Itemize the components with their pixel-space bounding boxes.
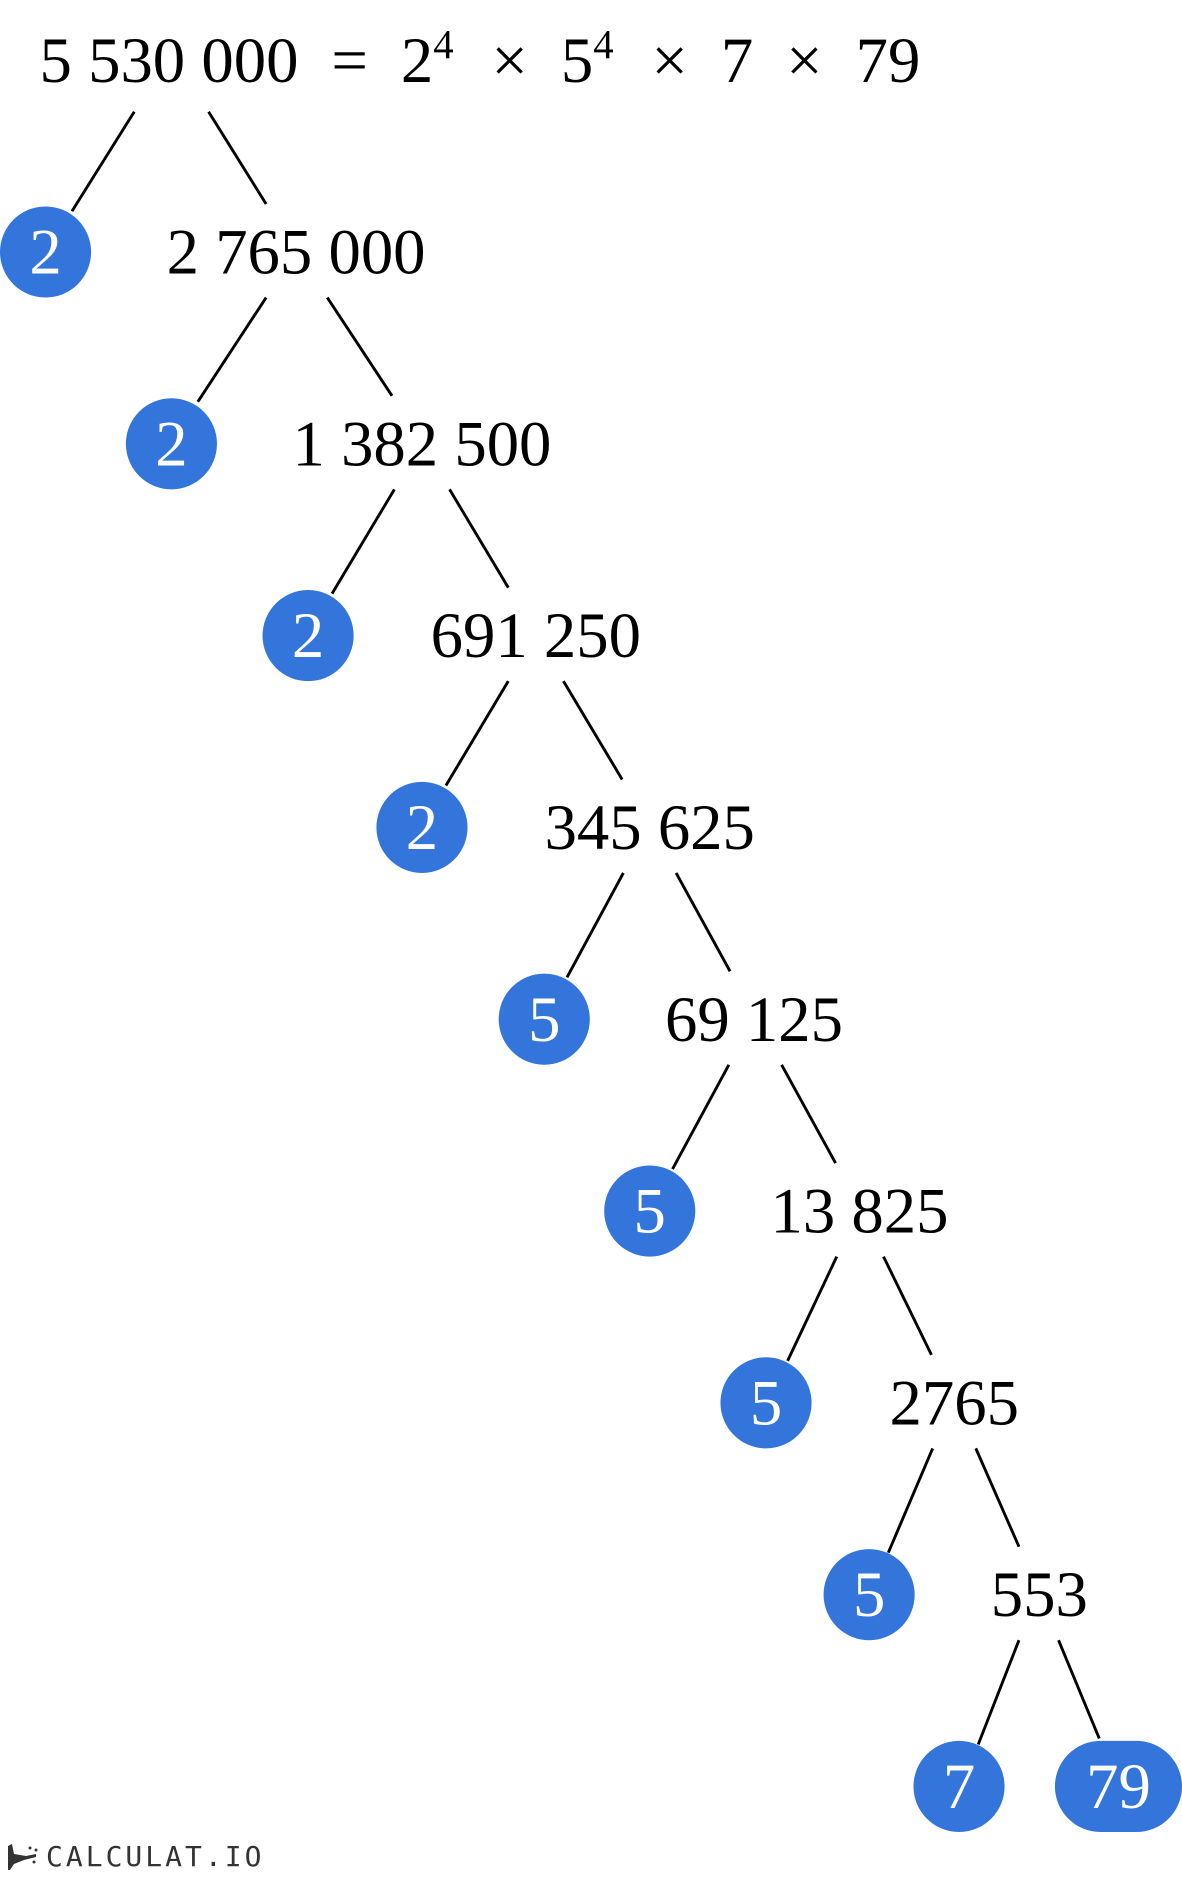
prime-factor-node: 5 [720, 1357, 812, 1449]
prime-factor-label: 5 [528, 984, 560, 1056]
quotient-node: 2765 [890, 1367, 1019, 1439]
prime-factor-label: 5 [750, 1367, 782, 1439]
prime-factor-bubble [604, 1165, 696, 1257]
prime-factor-node: 2 [262, 590, 354, 682]
prime-factor-bubble [913, 1740, 1005, 1832]
root-number: 5 530 000 [40, 25, 299, 97]
times-sign: × [651, 25, 688, 97]
tree-edge [70, 110, 136, 213]
root-equation: 5 530 000 = 24 × 54 × 7 × 79 [40, 1, 921, 97]
quotient-node: 1 382 500 [293, 408, 552, 480]
prime-factor-node: 2 [0, 206, 92, 298]
quotient-node: 69 125 [665, 984, 843, 1056]
logo-text: CALCULAT.IO [46, 1840, 265, 1873]
prime-factor-node: 5 [604, 1165, 696, 1257]
quotient-node: 13 825 [771, 1176, 949, 1248]
prime-factor-bubble [720, 1357, 812, 1449]
tree-edge [565, 872, 625, 978]
calculat-io-logo: CALCULAT.IO [6, 1840, 264, 1873]
quotient-node: 345 625 [545, 792, 755, 864]
quotient-node: 2 765 000 [167, 217, 426, 289]
prime-factor-node: 5 [823, 1549, 915, 1641]
prime-factor-node: 2 [376, 781, 468, 873]
tree-edge [448, 488, 510, 589]
factor-exponent: 4 [593, 22, 613, 67]
tree-edge [207, 110, 268, 205]
tree-edge [671, 1064, 731, 1170]
prime-factor-label: 7 [943, 1751, 975, 1823]
prime-factor-label: 2 [292, 600, 324, 672]
tree-edge [886, 1447, 934, 1554]
tree-edge [562, 680, 624, 781]
prime-factor-label: 79 [1086, 1751, 1151, 1823]
prime-factor-label: 2 [155, 408, 187, 480]
prime-factor-bubble [0, 206, 92, 298]
tree-edge [326, 296, 394, 397]
tree-edge [780, 1064, 837, 1164]
equals-sign: = [331, 25, 367, 97]
tree-edge [330, 488, 396, 595]
factor-exponent: 4 [433, 22, 453, 67]
prime-factor-bubble [498, 973, 590, 1065]
prime-factor-bubble [376, 781, 468, 873]
factor-base: 5 [561, 25, 593, 97]
magic-hand-icon [8, 1843, 38, 1870]
prime-factor-bubble [125, 398, 217, 490]
tree-edge [974, 1447, 1021, 1548]
prime-factor-bubble [823, 1549, 915, 1641]
prime-factor-node: 79 [1054, 1740, 1182, 1832]
prime-factor-node: 7 [913, 1740, 1005, 1832]
prime-factor-bubble [262, 590, 354, 682]
prime-factor-label: 5 [853, 1559, 885, 1631]
prime-factor-label: 2 [406, 792, 438, 864]
prime-factor-label: 5 [634, 1176, 666, 1248]
factor-base: 7 [721, 25, 753, 97]
tree-edge [786, 1255, 839, 1362]
tree-edge [674, 872, 732, 972]
times-sign: × [491, 25, 527, 97]
tree-edge [196, 296, 268, 403]
prime-factor-node: 5 [498, 973, 590, 1065]
tree-edge [882, 1255, 933, 1356]
times-sign: × [786, 25, 823, 97]
factor-base: 2 [401, 25, 433, 97]
quotient-node: 553 [991, 1559, 1088, 1631]
prime-factor-label: 2 [29, 217, 61, 289]
tree-edge [1057, 1639, 1101, 1740]
prime-factor-bubble [1054, 1740, 1182, 1832]
prime-factor-node: 2 [125, 398, 217, 490]
factor-base: 79 [856, 25, 921, 97]
tree-edge [976, 1639, 1021, 1746]
quotient-node: 691 250 [431, 600, 641, 672]
tree-edge [444, 680, 510, 787]
